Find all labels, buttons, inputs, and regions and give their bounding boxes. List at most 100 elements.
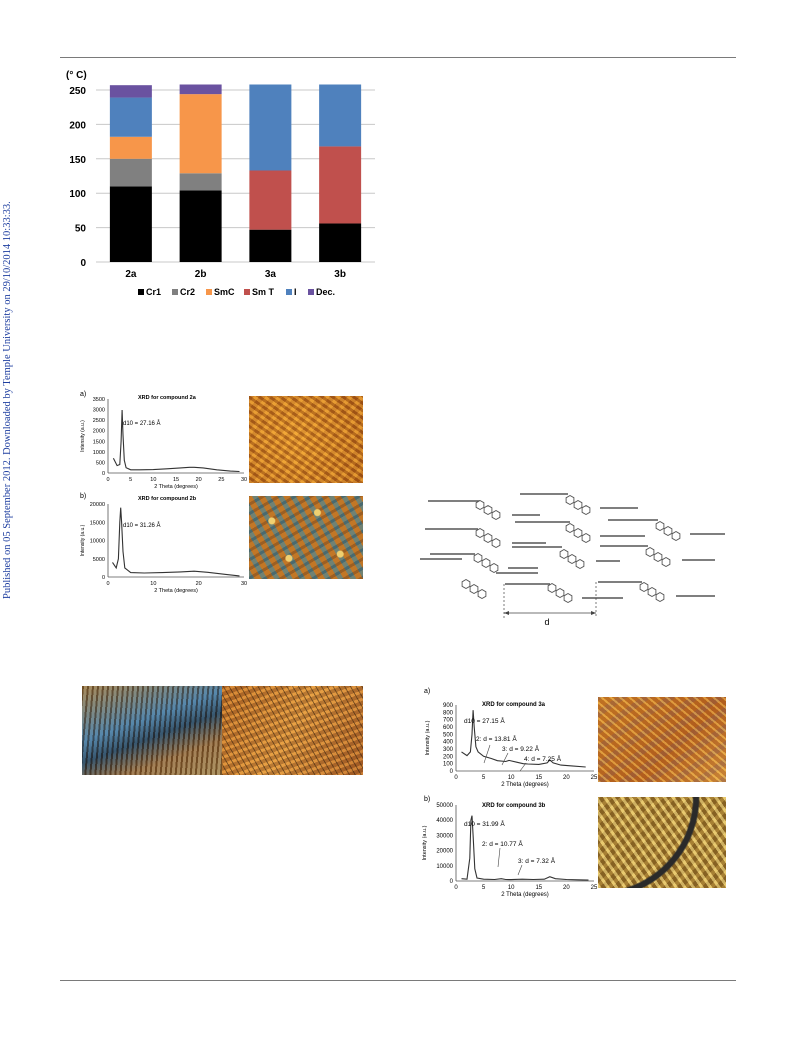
benzene-ring [671,530,681,542]
y-tick-label: 200 [69,120,86,131]
x-tick-label: 5 [129,477,132,483]
category-label: 3a [265,269,277,280]
x-tick-label: 0 [454,775,458,781]
y-tick-label: 800 [443,710,454,716]
x-tick-label: 5 [482,885,486,891]
y-tick-label: 200 [443,754,454,760]
x-tick-label: 0 [106,477,109,483]
x-tick-label: 5 [482,775,486,781]
benzene-ring [565,494,575,506]
benzene-ring [581,504,591,516]
bar-segment-smt [249,170,292,230]
arrow-head [591,611,596,615]
legend-swatch [286,289,292,295]
panel-label: a) [424,688,430,695]
publication-side-note[interactable]: Published on 05 September 2012. Download… [2,201,13,599]
y-axis-unit-label: (° C) [66,70,87,81]
micrograph-3a [598,697,726,782]
y-tick-label: 15000 [90,520,105,526]
y-tick-label: 900 [443,703,454,709]
x-tick-label: 20 [563,885,570,891]
peak-annotation: d10 = 31.26 Å [123,522,161,529]
y-tick-label: 600 [443,725,454,731]
benzene-ring [565,522,575,534]
xrd-curve [112,507,240,577]
category-label: 2b [195,269,207,280]
benzene-ring [655,520,665,532]
y-tick-label: 40000 [436,818,453,824]
benzene-ring [655,591,665,603]
benzene-ring [661,556,671,568]
benzene-ring [475,527,485,539]
xrd-compound-3b-plot: b) 0 10000 20000 30000 40000 50000 0 5 10 15 20 25 2 … [422,796,598,898]
legend-swatch [138,289,144,295]
x-tick-label: 10 [508,885,515,891]
benzene-ring [567,553,577,565]
micrograph-3b [598,797,726,888]
bar-segment-cr2 [179,173,222,191]
benzene-ring [663,525,673,537]
annotation-arrow [483,744,491,764]
x-tick-label: 15 [535,885,542,891]
x-tick-label: 25 [218,477,224,483]
bar-segment-dec [179,84,222,95]
x-tick-label: 30 [241,477,247,483]
bar-segment-i [109,97,152,137]
bar-segment-smc [109,136,152,159]
legend-entry: SmC [214,287,235,297]
y-tick-label: 100 [69,189,86,200]
y-tick-label: 0 [450,879,454,885]
y-tick-label: 300 [443,747,454,753]
x-tick-label: 20 [196,477,202,483]
chart-title: XRD for compound 2a [138,395,197,401]
header-rule [60,57,736,58]
x-tick-label: 25 [591,885,598,891]
layer-spacing-d-label: d [544,617,549,627]
y-tick-label: 0 [102,575,105,581]
legend-swatch [206,289,212,295]
y-tick-label: 500 [443,732,454,738]
bar-segment-smt [319,146,362,224]
x-axis-title: 2 Theta (degrees) [154,484,198,490]
y-axis-title: Intensity (a.u.) [422,825,428,860]
peak-annotation: 3: d = 7.32 Å [518,856,556,865]
panel-label: b) [424,796,430,803]
micrograph-texture-right [222,686,363,775]
legend-entry: Cr2 [180,287,195,297]
benzene-ring [573,499,583,511]
xrd-curve [461,815,589,881]
chart-title: XRD for compound 2b [138,496,197,502]
peak-annotation: d10 = 31.99 Å [464,819,505,828]
xrd-compound-2a-plot: a) 0 500 1000 1500 2000 2500 3000 3500 0 5 10 15 20 25… [80,391,247,490]
x-tick-label: 10 [150,581,156,587]
xrd-curve [461,710,586,768]
benzene-ring [491,509,501,521]
bar-segment-dec [109,85,152,98]
benzene-ring [563,592,573,604]
benzene-ring [483,504,493,516]
bar-segment-cr2 [109,158,152,187]
peak-annotation: d10 = 27.15 Å [464,716,505,725]
panel-label: a) [80,391,86,398]
bar-segment-cr1 [109,186,152,262]
y-tick-label: 100 [443,762,454,768]
x-tick-label: 15 [173,477,179,483]
y-tick-label: 1500 [93,439,105,445]
y-tick-label: 20000 [436,849,453,855]
peak-annotation: 4: d = 7.25 Å [524,754,562,763]
y-tick-label: 3000 [93,408,105,414]
x-axis-title: 2 Theta (degrees) [501,782,549,788]
y-tick-label: 10000 [90,539,105,545]
annotation-arrow [497,847,501,868]
annotation-arrow [519,762,527,772]
x-axis-title: 2 Theta (degrees) [154,588,198,594]
y-tick-label: 1000 [93,450,105,456]
x-tick-label: 0 [454,885,458,891]
benzene-ring [653,551,663,563]
annotation-arrow [501,752,509,766]
legend-swatch [172,289,178,295]
y-tick-label: 10000 [436,864,453,870]
benzene-ring [573,527,583,539]
arrow-head [504,611,509,615]
